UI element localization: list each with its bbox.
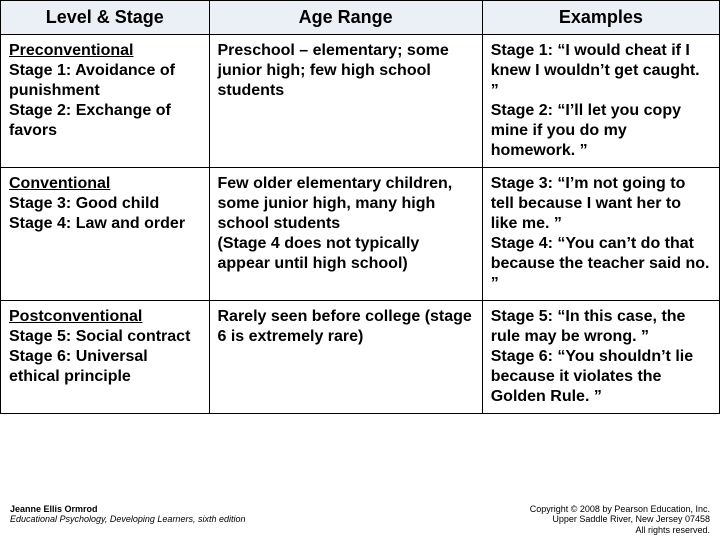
- book-title: Educational Psychology, Developing Learn…: [10, 514, 245, 524]
- copyright-line: Copyright © 2008 by Pearson Education, I…: [530, 504, 710, 514]
- example-text: Stage 2: “I’ll let you copy mine if you …: [491, 102, 681, 159]
- age-text: Preschool – elementary; some junior high…: [218, 42, 449, 99]
- age-text: Few older elementary children, some juni…: [218, 175, 453, 232]
- table-header-row: Level & Stage Age Range Examples: [1, 1, 720, 35]
- example-text: Stage 6: “You shouldn’t lie because it v…: [491, 348, 693, 405]
- header-examples: Examples: [482, 1, 719, 35]
- level-cell: Preconventional Stage 1: Avoidance of pu…: [1, 35, 210, 168]
- example-text: Stage 5: “In this case, the rule may be …: [491, 308, 686, 345]
- stage-text: Stage 6: Universal ethical principle: [9, 348, 148, 385]
- level-title: Postconventional: [9, 308, 142, 325]
- example-cell: Stage 3: “I’m not going to tell because …: [482, 168, 719, 301]
- stage-text: Stage 5: Social contract: [9, 328, 190, 345]
- example-text: Stage 3: “I’m not going to tell because …: [491, 175, 686, 232]
- footer-left: Jeanne Ellis Ormrod Educational Psycholo…: [10, 504, 245, 536]
- copyright-line: Upper Saddle River, New Jersey 07458: [552, 514, 710, 524]
- example-text: Stage 1: “I would cheat if I knew I woul…: [491, 42, 700, 99]
- example-text: Stage 4: “You can’t do that because the …: [491, 235, 710, 292]
- table-row: Conventional Stage 3: Good child Stage 4…: [1, 168, 720, 301]
- kohlberg-table: Level & Stage Age Range Examples Preconv…: [0, 0, 720, 414]
- copyright-line: All rights reserved.: [635, 525, 710, 535]
- author-name: Jeanne Ellis Ormrod: [10, 504, 98, 514]
- age-cell: Preschool – elementary; some junior high…: [209, 35, 482, 168]
- age-cell: Few older elementary children, some juni…: [209, 168, 482, 301]
- footer-right: Copyright © 2008 by Pearson Education, I…: [530, 504, 710, 536]
- stage-text: Stage 4: Law and order: [9, 215, 185, 232]
- level-cell: Conventional Stage 3: Good child Stage 4…: [1, 168, 210, 301]
- stage-text: Stage 2: Exchange of favors: [9, 102, 171, 139]
- age-text: Rarely seen before college (stage 6 is e…: [218, 308, 472, 345]
- level-cell: Postconventional Stage 5: Social contrac…: [1, 301, 210, 414]
- table-row: Preconventional Stage 1: Avoidance of pu…: [1, 35, 720, 168]
- table-row: Postconventional Stage 5: Social contrac…: [1, 301, 720, 414]
- level-title: Preconventional: [9, 42, 133, 59]
- age-extra-text: (Stage 4 does not typically appear until…: [218, 235, 420, 272]
- example-cell: Stage 1: “I would cheat if I knew I woul…: [482, 35, 719, 168]
- stage-text: Stage 1: Avoidance of punishment: [9, 62, 175, 99]
- level-title: Conventional: [9, 175, 110, 192]
- footer: Jeanne Ellis Ormrod Educational Psycholo…: [0, 496, 720, 540]
- stage-text: Stage 3: Good child: [9, 195, 159, 212]
- example-cell: Stage 5: “In this case, the rule may be …: [482, 301, 719, 414]
- header-age-range: Age Range: [209, 1, 482, 35]
- header-level-stage: Level & Stage: [1, 1, 210, 35]
- age-cell: Rarely seen before college (stage 6 is e…: [209, 301, 482, 414]
